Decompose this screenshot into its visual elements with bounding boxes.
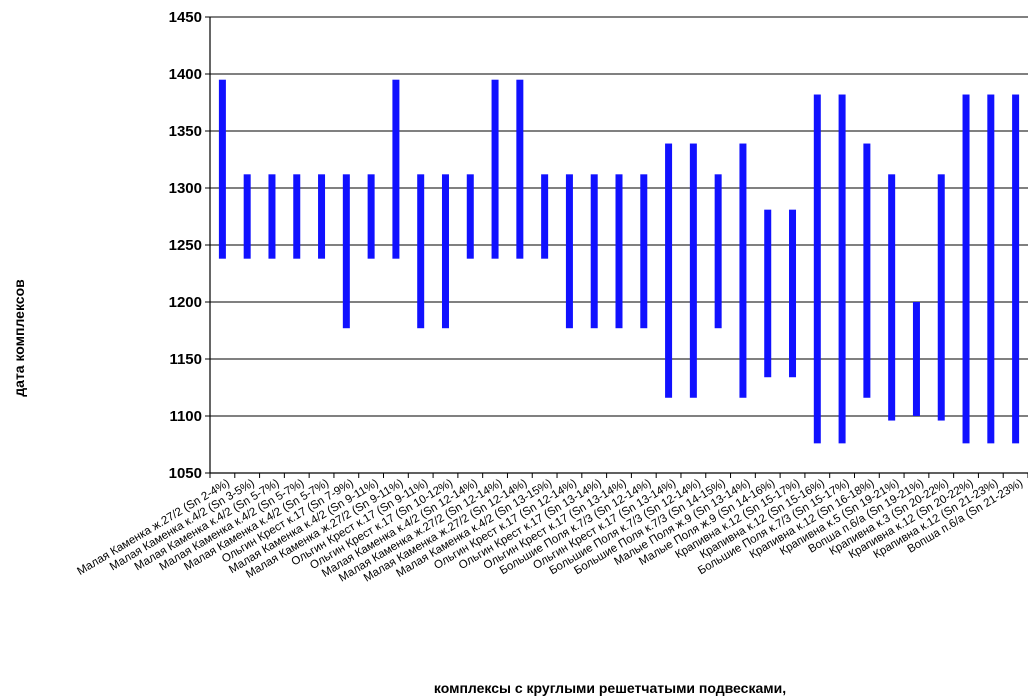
- range-bar: [888, 174, 896, 421]
- y-tick-label: 1200: [169, 294, 202, 311]
- range-bar: [714, 174, 722, 329]
- range-bar: [739, 143, 747, 398]
- range-bar: [342, 174, 350, 329]
- range-bar: [640, 174, 648, 329]
- range-bar: [417, 174, 425, 329]
- range-bar: [813, 94, 821, 444]
- y-axis-title: дата комплексов: [11, 279, 27, 397]
- range-bar: [987, 94, 995, 444]
- range-bar: [838, 94, 846, 444]
- range-bar: [516, 79, 524, 259]
- range-bar: [962, 94, 970, 444]
- y-tick-label: 1150: [169, 351, 202, 368]
- y-tick-label: 1450: [169, 9, 202, 26]
- range-bar: [466, 174, 474, 259]
- y-tick-label: 1350: [169, 123, 202, 140]
- range-bar: [665, 143, 673, 398]
- range-bar: [541, 174, 549, 259]
- range-bar: [491, 79, 499, 259]
- range-bar: [243, 174, 251, 259]
- y-tick-label: 1300: [169, 180, 202, 197]
- range-bar: [1012, 94, 1020, 444]
- range-bar: [367, 174, 375, 259]
- y-tick-label: 1100: [169, 408, 202, 425]
- x-axis-ticks: [205, 16, 1028, 478]
- y-tick-label: 1400: [169, 66, 202, 83]
- range-bar: [789, 209, 797, 378]
- range-bar: [565, 174, 573, 329]
- y-axis-ticks: 1050 1100 1150 1200 1250 1300 1350 1400 1450: [169, 9, 202, 482]
- range-bar: [590, 174, 598, 329]
- range-bar: [912, 302, 920, 416]
- y-tick-label: 1250: [169, 237, 202, 254]
- range-bar: [689, 143, 697, 398]
- x-axis-category-labels: Малая Каменка ж.27/2 (Sn 2-4%)Малая Каме…: [75, 477, 1025, 584]
- bars: [218, 79, 1020, 444]
- range-bar: [441, 174, 449, 329]
- range-bar: [615, 174, 623, 329]
- x-axis-title: комплексы с круглыми решетчатыми подвеск…: [434, 680, 786, 696]
- range-bar: [293, 174, 301, 259]
- y-tick-label: 1050: [169, 465, 202, 482]
- range-bar: [268, 174, 276, 259]
- range-bar: [764, 209, 772, 378]
- range-bar: [392, 79, 400, 259]
- range-bar: [863, 143, 871, 398]
- range-bar: [318, 174, 326, 259]
- range-bar: [937, 174, 945, 421]
- range-bar: [218, 79, 226, 259]
